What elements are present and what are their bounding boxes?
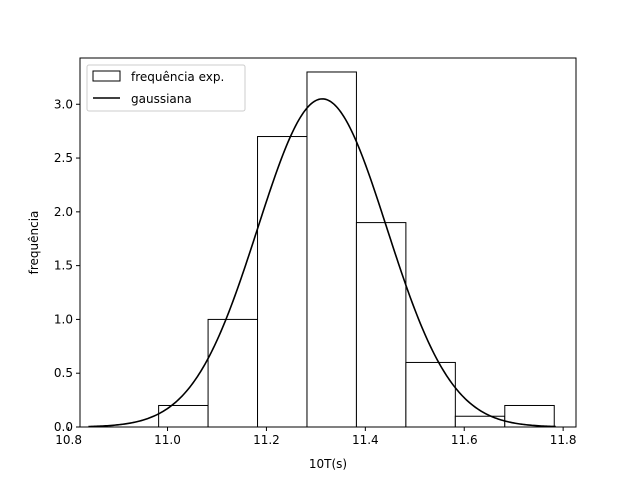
x-tick-label: 11.0 [154, 433, 181, 447]
histogram-bar [355, 222, 407, 428]
y-tick-label: 2.0 [54, 205, 73, 219]
plot-frame [79, 57, 577, 428]
y-tick-label: 2.5 [54, 151, 73, 165]
x-tick-label: 11.2 [253, 433, 280, 447]
legend: frequência exp. gaussiana [86, 64, 246, 112]
y-axis-ticks: 0.0 0.5 1.0 1.5 2.0 2.5 3.0 [54, 97, 80, 434]
gaussian-curve-group [88, 98, 556, 428]
histogram-bars [158, 71, 555, 428]
x-tick-label: 11.6 [451, 433, 478, 447]
legend-histogram-label: frequência exp. [131, 70, 224, 84]
legend-histogram-swatch [92, 70, 121, 82]
y-tick-label: 0.5 [54, 366, 73, 380]
histogram-bar [454, 415, 506, 428]
gaussian-curve [88, 98, 556, 428]
x-axis-label: 10T(s) [309, 457, 347, 471]
y-axis-label: frequência [27, 211, 41, 275]
y-tick-label: 3.0 [54, 97, 73, 111]
y-tick-label: 0.0 [54, 420, 73, 434]
legend-box [86, 64, 246, 112]
x-tick-label: 10.8 [55, 433, 82, 447]
x-axis-ticks: 10.8 11.0 11.2 11.4 11.6 11.8 [55, 427, 577, 447]
histogram-bar [504, 404, 555, 428]
histogram-bar [207, 318, 259, 428]
histogram-bar [405, 361, 456, 428]
x-tick-label: 11.8 [550, 433, 577, 447]
legend-gaussian-label: gaussiana [131, 92, 192, 106]
y-tick-label: 1.0 [54, 312, 73, 326]
x-tick-label: 11.4 [352, 433, 379, 447]
histogram-bar [257, 136, 308, 428]
y-tick-label: 1.5 [54, 259, 73, 273]
